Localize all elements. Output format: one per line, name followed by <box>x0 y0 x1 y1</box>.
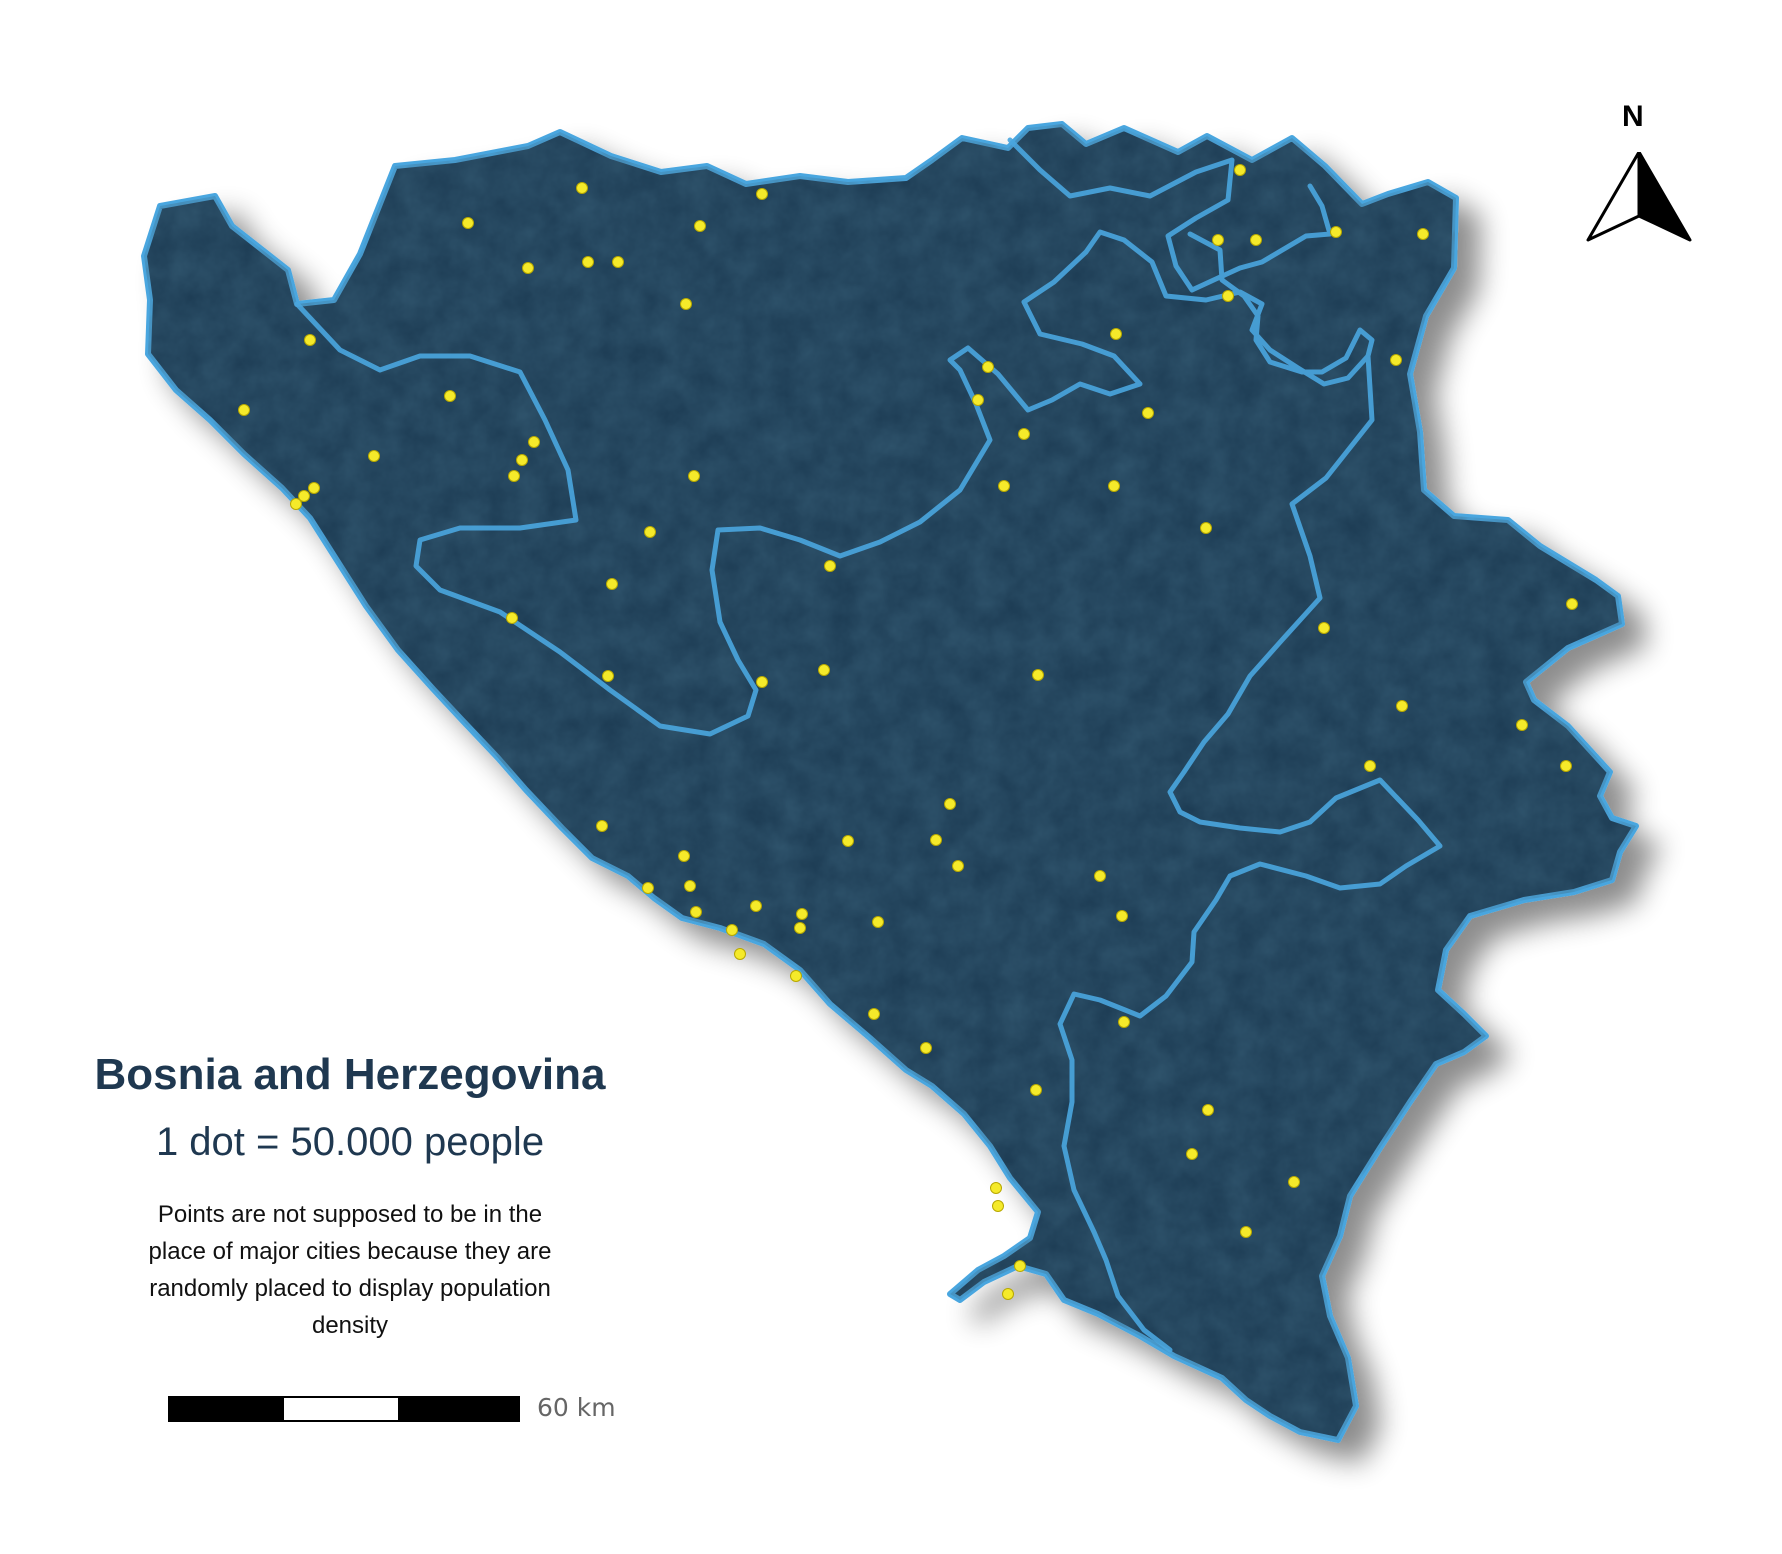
population-dot <box>726 924 738 936</box>
population-dot <box>444 390 456 402</box>
population-dot <box>1202 1104 1214 1116</box>
population-dot <box>1110 328 1122 340</box>
population-dot <box>842 835 854 847</box>
population-dot <box>952 860 964 872</box>
population-dot <box>1200 522 1212 534</box>
population-dot <box>1014 1260 1026 1272</box>
population-dot <box>508 470 520 482</box>
population-dot <box>1018 428 1030 440</box>
population-dot <box>998 480 1010 492</box>
population-dot <box>944 798 956 810</box>
population-dot <box>1396 700 1408 712</box>
population-dot <box>756 188 768 200</box>
population-dot <box>644 526 656 538</box>
population-dot <box>690 906 702 918</box>
scale-segment-3 <box>400 1396 520 1422</box>
population-dot <box>308 482 320 494</box>
population-dot <box>602 670 614 682</box>
population-dot <box>790 970 802 982</box>
population-dot <box>596 820 608 832</box>
population-dot <box>238 404 250 416</box>
population-dot <box>462 217 474 229</box>
population-dot <box>606 578 618 590</box>
population-dot <box>930 834 942 846</box>
population-dot <box>1094 870 1106 882</box>
population-dot <box>694 220 706 232</box>
population-dot <box>1212 234 1224 246</box>
population-dot <box>1250 234 1262 246</box>
population-dot <box>1118 1016 1130 1028</box>
population-dot <box>1417 228 1429 240</box>
scale-bar-label: 60 km <box>537 1393 616 1422</box>
population-dot <box>1516 719 1528 731</box>
population-dot <box>1240 1226 1252 1238</box>
population-dot <box>1390 354 1402 366</box>
boundary-east <box>1057 353 1443 1353</box>
population-dot <box>516 454 528 466</box>
boundary-posavina <box>1007 137 1333 293</box>
population-dot <box>1364 760 1376 772</box>
population-dot <box>872 916 884 928</box>
population-dot <box>522 262 534 274</box>
population-dot <box>678 850 690 862</box>
population-dot <box>990 1182 1002 1194</box>
population-dot <box>1318 622 1330 634</box>
population-dot <box>1116 910 1128 922</box>
map-subtitle: 1 dot = 50.000 people <box>155 1120 545 1164</box>
population-dot <box>972 394 984 406</box>
population-dot <box>1108 480 1120 492</box>
population-dot <box>982 361 994 373</box>
population-dot <box>756 676 768 688</box>
internal-boundaries <box>294 137 1443 1353</box>
population-dot <box>1222 290 1234 302</box>
population-dot <box>818 664 830 676</box>
population-dot <box>506 612 518 624</box>
population-dot <box>1234 164 1246 176</box>
population-dot <box>304 334 316 346</box>
north-label: N <box>1622 100 1644 133</box>
population-dot <box>1032 669 1044 681</box>
population-dot <box>680 298 692 310</box>
population-dot <box>290 498 302 510</box>
scale-segment-2 <box>282 1396 400 1422</box>
scale-bar <box>168 1396 520 1422</box>
population-dot <box>576 182 588 194</box>
population-dot <box>1030 1084 1042 1096</box>
population-dot <box>794 922 806 934</box>
population-dot <box>1002 1288 1014 1300</box>
north-arrow-icon <box>1586 152 1692 242</box>
population-dot <box>824 560 836 572</box>
population-dot <box>1288 1176 1300 1188</box>
population-dot <box>734 948 746 960</box>
population-dot <box>642 882 654 894</box>
population-dot <box>1566 598 1578 610</box>
population-dot <box>528 436 540 448</box>
population-dot <box>1560 760 1572 772</box>
population-dot <box>796 908 808 920</box>
population-dot <box>612 256 624 268</box>
population-dot <box>582 256 594 268</box>
population-dot <box>750 900 762 912</box>
population-dot <box>368 450 380 462</box>
scale-segment-1 <box>168 1396 282 1422</box>
population-dot <box>1330 226 1342 238</box>
population-dot <box>992 1200 1004 1212</box>
population-dot <box>1142 407 1154 419</box>
population-dot <box>298 490 310 502</box>
population-dots <box>238 164 1578 1300</box>
population-dot <box>688 470 700 482</box>
population-dot <box>868 1008 880 1020</box>
population-dot <box>684 880 696 892</box>
population-dot <box>920 1042 932 1054</box>
population-dot <box>1186 1148 1198 1160</box>
map-title: Bosnia and Herzegovina <box>94 1050 606 1099</box>
map-note: Points are not supposed to be in the pla… <box>148 1201 552 1339</box>
